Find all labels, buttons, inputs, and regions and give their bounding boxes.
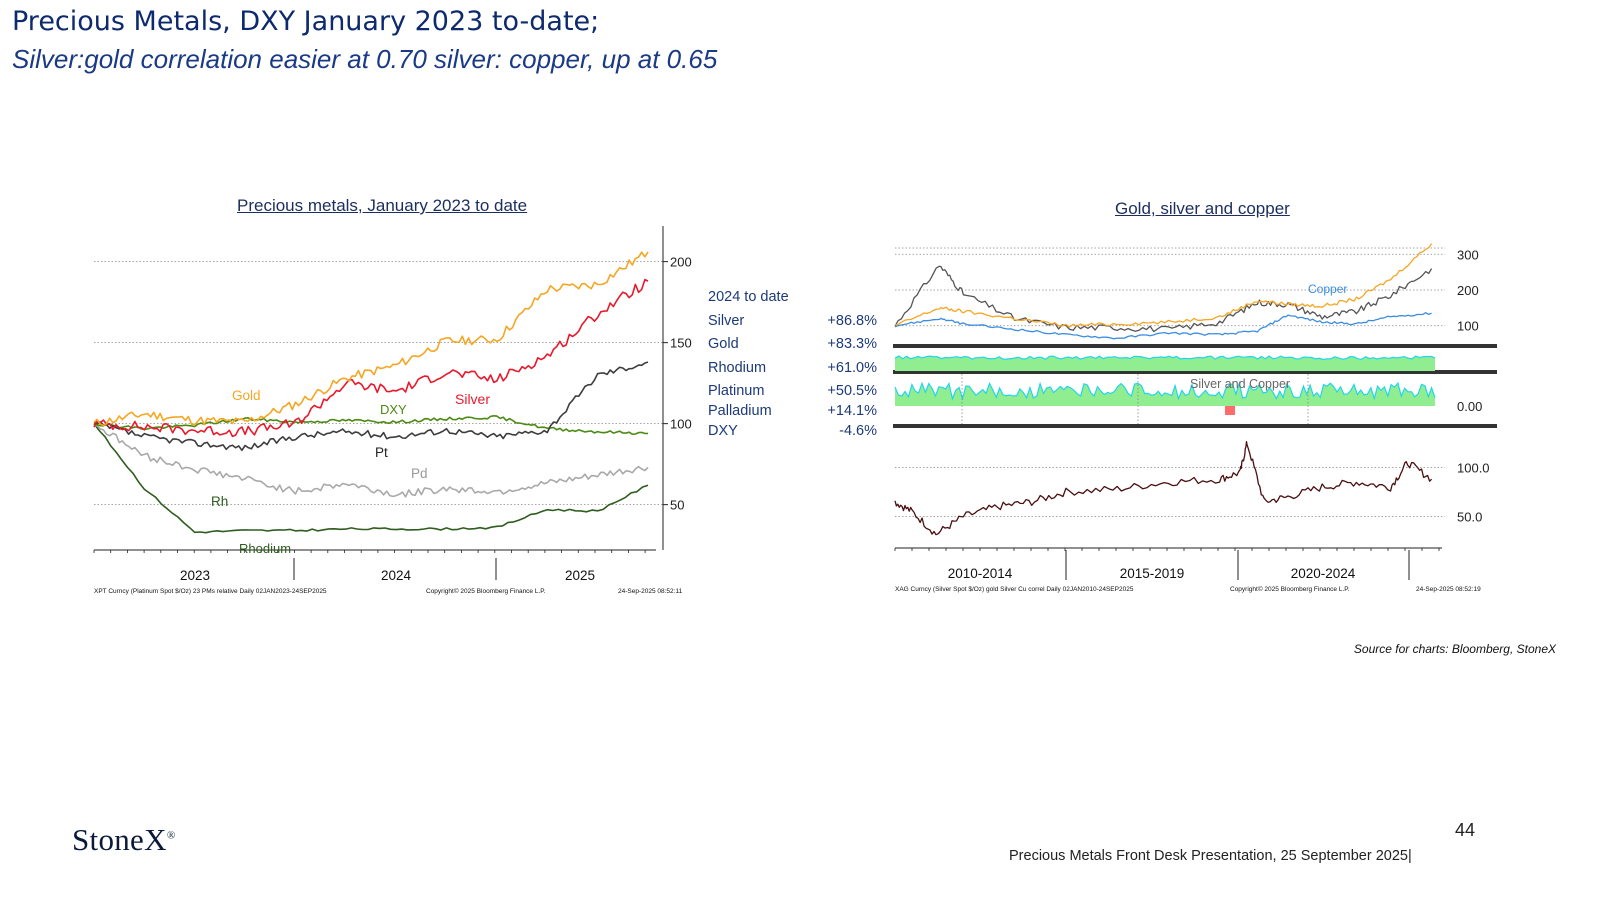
logo-registered-mark: ® (166, 829, 176, 842)
correlation-2-line (894, 380, 1436, 401)
left-chart-footer-right: 24-Sep-2025 08:52:11 (618, 588, 683, 595)
left-chart-footer-left: XPT Curncy (Platinum Spot $/Oz) 23 PMs r… (94, 588, 327, 595)
left-chart-y-tick-label: 150 (670, 336, 692, 351)
right-chart-x-tick-label: 2015-2019 (1120, 566, 1185, 581)
right-chart-x-tick-label: 2010-2014 (948, 566, 1013, 581)
perf-row-value: +50.5% (827, 383, 877, 399)
slide-title: Precious Metals, DXY January 2023 to-dat… (12, 6, 600, 37)
series-line-pt (93, 361, 649, 452)
right-chart-correlation-panels: Silver and Copper 0.00 (893, 344, 1497, 428)
ratio-panel-y-tick-label: 100.0 (1457, 460, 1490, 475)
series-line-rh (93, 423, 649, 534)
perf-row-name: DXY (708, 423, 738, 439)
perf-row-value: +86.8% (827, 313, 877, 329)
price-series-copper (894, 312, 1432, 340)
left-chart-series-label: Rhodium (239, 541, 291, 556)
price-series-gold (894, 243, 1433, 328)
left-chart-x-ticks: 2023 2024 2025 (93, 550, 646, 583)
ratio-panel-y-tick-label: 50.0 (1457, 510, 1482, 525)
left-chart-x-tick-label: 2025 (565, 568, 595, 583)
right-chart-footer-left: XAG Curncy (Silver Spot $/Oz) gold Silve… (895, 586, 1134, 593)
right-chart-axes: 2010-2014 2015-2019 2020-2024 (894, 547, 1442, 581)
perf-row-name: Gold (708, 336, 739, 352)
stonex-logo: StoneX® (72, 822, 175, 858)
ratio-series-line (894, 440, 1433, 536)
right-chart: 100 200 300 Copper Silver and Copper 0.00 50… (893, 243, 1497, 593)
left-chart-x-tick-label: 2023 (180, 568, 210, 583)
panel-divider (893, 370, 1497, 374)
right-chart-x-tick-label: 2020-2024 (1291, 566, 1356, 581)
price-panel-y-tick-label: 300 (1457, 247, 1479, 262)
price-series-label-copper: Copper (1308, 282, 1347, 296)
correlation-2-y-tick-label: 0.00 (1457, 399, 1482, 414)
correlation-1-fill (895, 356, 1435, 371)
right-chart-title: Gold, silver and copper (1115, 199, 1290, 218)
left-chart-series-label: Gold (232, 388, 261, 403)
left-chart-y-ticks: 50 100 150 200 (663, 255, 692, 513)
left-chart-gridlines (94, 261, 663, 506)
left-chart-series-label: Pt (375, 445, 388, 460)
right-chart-ratio-panel: 50.0 100.0 (894, 440, 1490, 536)
perf-table-heading: 2024 to date (708, 289, 789, 305)
left-chart-y-tick-label: 100 (670, 417, 692, 432)
left-chart-series-label: Silver (455, 391, 490, 407)
left-chart-series (93, 251, 649, 534)
right-chart-footer-right: 24-Sep-2025 08:52:19 (1416, 586, 1481, 593)
panel-divider (893, 344, 1497, 348)
price-series-silver (894, 265, 1433, 333)
perf-row-value: +61.0% (827, 360, 877, 376)
left-chart-y-tick-label: 50 (670, 498, 684, 513)
perf-row-value: -4.6% (839, 423, 877, 439)
slide-subtitle: Silver:gold correlation easier at 0.70 s… (12, 44, 718, 74)
series-line-gold (93, 251, 649, 427)
left-chart-series-label: Pd (411, 466, 428, 481)
perf-row-value: +14.1% (827, 403, 877, 419)
perf-row-name: Silver (708, 313, 745, 329)
panel-divider (893, 424, 1497, 428)
right-chart-price-panel: 100 200 300 Copper (894, 243, 1479, 340)
left-chart: 50 100 150 200 2023 2024 2025 Gold Silver DXY Pt… (93, 226, 692, 595)
page-number: 44 (1455, 820, 1476, 840)
perf-row-name: Rhodium (708, 360, 767, 376)
left-chart-title: Precious metals, January 2023 to date (237, 196, 528, 215)
left-chart-y-tick-label: 200 (670, 255, 692, 270)
price-panel-y-tick-label: 200 (1457, 283, 1479, 298)
logo-text: StoneX (72, 822, 167, 857)
source-note: Source for charts: Bloomberg, StoneX (1353, 642, 1556, 656)
left-chart-x-tick-label: 2024 (381, 568, 412, 583)
correlation-2-negative-fill (1225, 406, 1235, 415)
perf-row-name: Platinum (708, 383, 765, 399)
right-chart-footer-mid: Copyright© 2025 Bloomberg Finance L.P. (1230, 585, 1350, 593)
series-line-silver (93, 278, 649, 438)
series-line-pd (93, 424, 649, 498)
series-line-dxy (93, 415, 649, 435)
correlation-2-label: Silver and Copper (1190, 377, 1290, 391)
left-chart-series-label: Rh (211, 494, 228, 509)
price-panel-y-tick-label: 100 (1457, 319, 1479, 334)
footer-text: Precious Metals Front Desk Presentation,… (1009, 848, 1412, 864)
left-chart-series-label: DXY (380, 402, 407, 417)
correlation-1-line (894, 355, 1436, 361)
perf-row-value: +83.3% (827, 336, 877, 352)
left-chart-footer-mid: Copyright© 2025 Bloomberg Finance L.P. (426, 587, 546, 595)
perf-row-name: Palladium (708, 403, 772, 419)
left-chart-series-labels: Gold Silver DXY Pt Pd Rh Rhodium (211, 388, 490, 556)
